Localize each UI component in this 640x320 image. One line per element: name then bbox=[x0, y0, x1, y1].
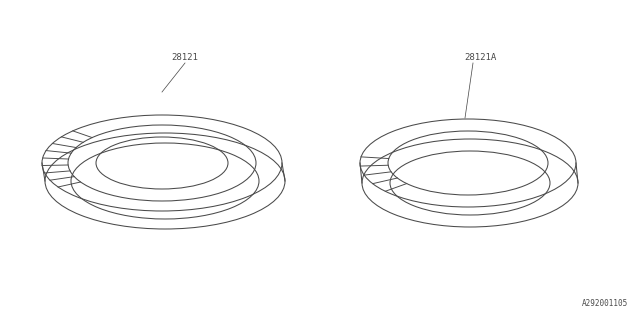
Text: A292001105: A292001105 bbox=[582, 299, 628, 308]
Text: 28121: 28121 bbox=[172, 53, 198, 62]
Text: 28121A: 28121A bbox=[464, 53, 496, 62]
